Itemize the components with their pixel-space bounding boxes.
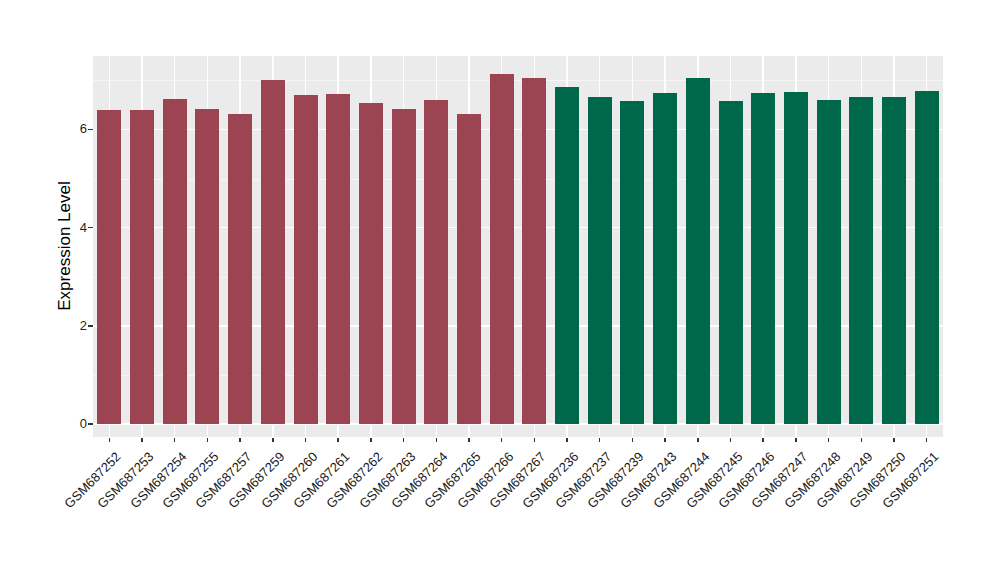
x-axis-tick bbox=[926, 438, 928, 442]
x-axis-tick bbox=[828, 438, 830, 442]
x-axis-tick bbox=[861, 438, 863, 442]
x-axis-tick bbox=[337, 438, 339, 442]
x-axis-tick bbox=[174, 438, 176, 442]
bar-GSM687247 bbox=[784, 92, 808, 424]
gridline-horizontal-major bbox=[93, 129, 943, 131]
bar-GSM687250 bbox=[882, 97, 906, 424]
x-axis-tick bbox=[109, 438, 111, 442]
gridline-horizontal-major bbox=[93, 325, 943, 327]
x-axis-tick bbox=[664, 438, 666, 442]
x-axis-tick bbox=[436, 438, 438, 442]
bar-GSM687262 bbox=[359, 103, 383, 424]
expression-bar-chart: Expression Level GSM687252GSM687253GSM68… bbox=[0, 0, 1000, 580]
x-axis-tick bbox=[141, 438, 143, 442]
gridline-horizontal-minor bbox=[93, 375, 943, 376]
x-axis-tick bbox=[272, 438, 274, 442]
x-axis-tick bbox=[697, 438, 699, 442]
bar-GSM687260 bbox=[294, 95, 318, 424]
bar-GSM687243 bbox=[653, 93, 677, 424]
bar-GSM687252 bbox=[97, 110, 121, 424]
y-tick-label: 2 bbox=[63, 318, 87, 334]
x-axis-tick bbox=[632, 438, 634, 442]
bar-GSM687246 bbox=[751, 93, 775, 424]
bar-GSM687263 bbox=[392, 109, 416, 424]
bar-GSM687236 bbox=[555, 87, 579, 424]
bar-GSM687253 bbox=[130, 110, 154, 424]
bar-GSM687248 bbox=[817, 100, 841, 424]
x-axis-tick bbox=[893, 438, 895, 442]
x-axis-tick bbox=[566, 438, 568, 442]
x-axis-tick bbox=[207, 438, 209, 442]
bar-GSM687267 bbox=[522, 78, 546, 424]
gridline-horizontal-minor bbox=[93, 80, 943, 81]
bar-GSM687265 bbox=[457, 114, 481, 424]
bar-GSM687249 bbox=[849, 97, 873, 424]
y-tick-label: 6 bbox=[63, 121, 87, 137]
bar-GSM687245 bbox=[719, 101, 743, 424]
plot-panel bbox=[93, 56, 943, 437]
x-axis-tick bbox=[239, 438, 241, 442]
bar-GSM687239 bbox=[620, 101, 644, 424]
bar-GSM687237 bbox=[588, 97, 612, 424]
bar-GSM687244 bbox=[686, 78, 710, 424]
bar-GSM687251 bbox=[915, 91, 939, 424]
bar-GSM687254 bbox=[163, 99, 187, 424]
x-axis-tick bbox=[305, 438, 307, 442]
x-axis-tick bbox=[370, 438, 372, 442]
x-axis-tick bbox=[762, 438, 764, 442]
gridline-horizontal-minor bbox=[93, 179, 943, 180]
x-axis-tick bbox=[795, 438, 797, 442]
bar-GSM687261 bbox=[326, 94, 350, 424]
y-tick-label: 0 bbox=[63, 416, 87, 432]
x-axis-tick bbox=[599, 438, 601, 442]
x-axis-tick bbox=[730, 438, 732, 442]
y-tick-label: 4 bbox=[63, 220, 87, 236]
gridline-horizontal-major bbox=[93, 227, 943, 229]
bar-GSM687259 bbox=[261, 80, 285, 424]
bar-GSM687266 bbox=[490, 74, 514, 424]
bar-GSM687255 bbox=[195, 109, 219, 424]
gridline-horizontal-major bbox=[93, 423, 943, 425]
gridline-horizontal-minor bbox=[93, 277, 943, 278]
x-axis-tick bbox=[501, 438, 503, 442]
y-axis-title: Expression Level bbox=[55, 181, 75, 310]
x-axis-tick bbox=[534, 438, 536, 442]
x-axis-tick bbox=[468, 438, 470, 442]
bar-GSM687257 bbox=[228, 114, 252, 424]
bar-GSM687264 bbox=[424, 100, 448, 424]
x-axis-tick bbox=[403, 438, 405, 442]
